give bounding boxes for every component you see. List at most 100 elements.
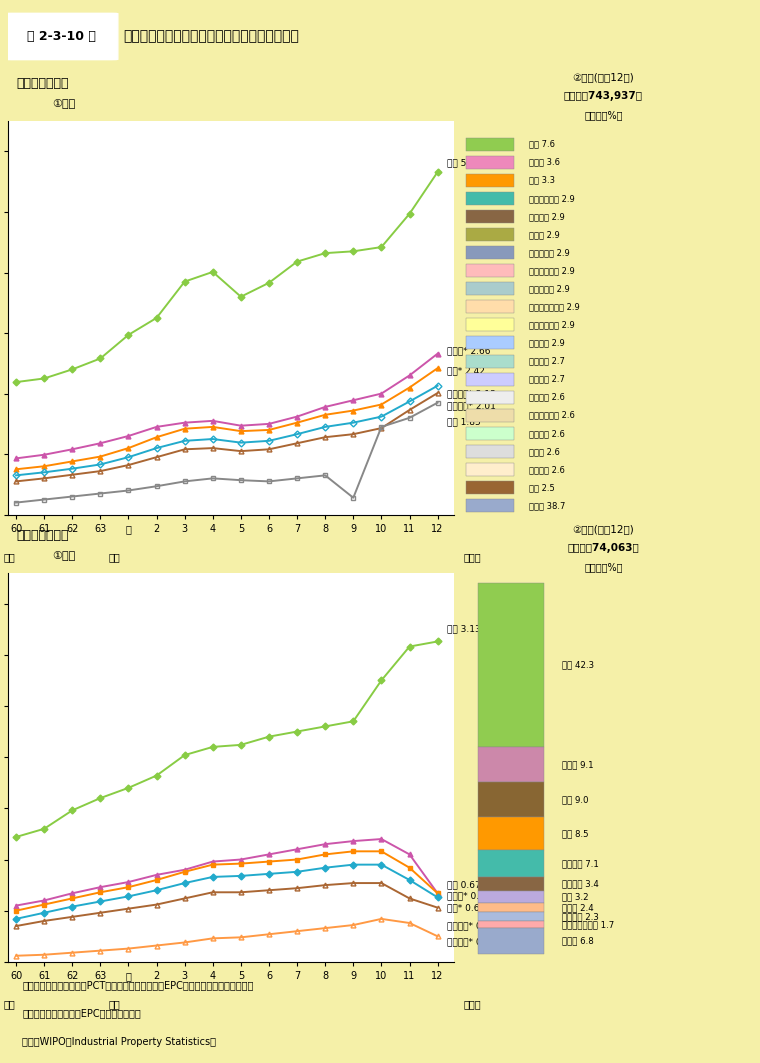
Text: ポルトガル 2.9: ポルトガル 2.9 bbox=[529, 284, 570, 293]
Text: ②内訳(平成12年): ②内訳(平成12年) bbox=[572, 524, 635, 535]
Text: ①推移: ①推移 bbox=[52, 98, 75, 107]
Bar bbox=[467, 500, 514, 512]
Bar bbox=[467, 409, 514, 422]
Text: オーストラリア 1.7: オーストラリア 1.7 bbox=[562, 919, 614, 929]
Text: ２．図中の＊印はEPC加盟国を示す。: ２．図中の＊印はEPC加盟国を示す。 bbox=[23, 1009, 141, 1018]
Text: 英国* 2.42: 英国* 2.42 bbox=[448, 366, 486, 375]
Text: 英国 3.3: 英国 3.3 bbox=[529, 175, 555, 185]
Text: （２）登録件数: （２）登録件数 bbox=[17, 529, 69, 542]
Bar bbox=[467, 137, 514, 151]
Text: ドイツ* 0.67: ドイツ* 0.67 bbox=[448, 891, 491, 900]
Bar bbox=[467, 463, 514, 476]
Bar bbox=[478, 928, 544, 955]
Text: アイルランド 2.6: アイルランド 2.6 bbox=[529, 410, 575, 420]
Bar bbox=[467, 337, 514, 350]
Text: 平成: 平成 bbox=[108, 552, 120, 562]
Bar bbox=[467, 373, 514, 386]
Text: ベルギー 2.6: ベルギー 2.6 bbox=[529, 392, 565, 402]
Text: ドイツ* 2.66: ドイツ* 2.66 bbox=[448, 347, 491, 355]
Bar bbox=[467, 355, 514, 368]
Text: スペイン 2.9: スペイン 2.9 bbox=[529, 212, 565, 221]
Text: （万件）: （万件） bbox=[52, 121, 78, 131]
Text: （単位：%）: （単位：%） bbox=[584, 111, 622, 120]
Text: （万件）: （万件） bbox=[52, 573, 78, 583]
Bar bbox=[467, 265, 514, 277]
Bar bbox=[478, 747, 544, 782]
Text: カナダ 2.4: カナダ 2.4 bbox=[562, 904, 594, 912]
Text: スイス 2.9: スイス 2.9 bbox=[529, 230, 559, 239]
Text: 米国 5.66: 米国 5.66 bbox=[448, 158, 481, 167]
Text: イタリア 3.4: イタリア 3.4 bbox=[562, 879, 599, 889]
Bar bbox=[467, 301, 514, 314]
Text: ルクセンブルク 2.9: ルクセンブルク 2.9 bbox=[529, 302, 580, 311]
Bar bbox=[478, 912, 544, 922]
Text: 登録総数74,063件: 登録総数74,063件 bbox=[568, 543, 639, 553]
Bar bbox=[467, 319, 514, 332]
Text: フランス* 2.13: フランス* 2.13 bbox=[448, 389, 496, 399]
Text: イタリア* 0.25: イタリア* 0.25 bbox=[448, 937, 496, 946]
Text: 資料：WIPO「Industrial Property Statistics」: 資料：WIPO「Industrial Property Statistics」 bbox=[23, 1036, 217, 1047]
Bar bbox=[467, 192, 514, 205]
Bar bbox=[467, 156, 514, 169]
Text: キプロス 2.6: キプロス 2.6 bbox=[529, 465, 565, 474]
Text: 英国* 0.63: 英国* 0.63 bbox=[448, 904, 486, 912]
Text: 韓国 2.5: 韓国 2.5 bbox=[529, 483, 555, 492]
Text: その他 38.7: その他 38.7 bbox=[529, 501, 565, 510]
Text: 昭和: 昭和 bbox=[3, 552, 15, 562]
Text: （年）: （年） bbox=[464, 552, 481, 562]
FancyBboxPatch shape bbox=[5, 14, 118, 60]
Text: 中国 3.2: 中国 3.2 bbox=[562, 892, 588, 901]
Text: 英国 8.5: 英国 8.5 bbox=[562, 829, 588, 838]
Text: 平成: 平成 bbox=[108, 999, 120, 1009]
Text: （単位：%）: （単位：%） bbox=[584, 562, 622, 572]
Text: （年）: （年） bbox=[464, 999, 481, 1009]
Text: その他 6.8: その他 6.8 bbox=[562, 937, 594, 945]
Text: ギリシャ 2.6: ギリシャ 2.6 bbox=[529, 428, 565, 438]
Bar bbox=[478, 850, 544, 877]
Text: フィンランド 2.9: フィンランド 2.9 bbox=[529, 320, 575, 330]
Text: 米国 42.3: 米国 42.3 bbox=[562, 660, 594, 670]
Text: モナコ 2.6: モナコ 2.6 bbox=[529, 446, 560, 456]
Text: 韓国 1.85: 韓国 1.85 bbox=[448, 418, 481, 426]
Bar bbox=[467, 391, 514, 404]
Bar bbox=[467, 229, 514, 241]
Text: フランス* 0.53: フランス* 0.53 bbox=[448, 922, 496, 930]
Text: イタリア* 2.01: イタリア* 2.01 bbox=[448, 402, 496, 410]
Bar bbox=[478, 891, 544, 902]
Text: ドイツ 9.1: ドイツ 9.1 bbox=[562, 760, 594, 769]
Text: 米国 3.13: 米国 3.13 bbox=[448, 625, 481, 634]
Text: フランス 2.9: フランス 2.9 bbox=[529, 338, 565, 348]
Text: ①推移: ①推移 bbox=[52, 550, 75, 559]
Text: スウェーデン 2.9: スウェーデン 2.9 bbox=[529, 193, 575, 203]
Bar bbox=[467, 247, 514, 259]
Text: イタリア 2.7: イタリア 2.7 bbox=[529, 356, 565, 366]
Bar bbox=[478, 817, 544, 850]
Bar bbox=[478, 922, 544, 928]
Text: フランス 7.1: フランス 7.1 bbox=[562, 859, 599, 868]
Text: ②内訳(平成12年): ②内訳(平成12年) bbox=[572, 72, 635, 82]
Bar bbox=[467, 445, 514, 458]
Text: 出願総数743,937件: 出願総数743,937件 bbox=[564, 90, 643, 101]
Bar bbox=[467, 427, 514, 440]
Text: （１）出願件数: （１）出願件数 bbox=[17, 78, 69, 90]
Text: 昭和: 昭和 bbox=[3, 999, 15, 1009]
Text: デンマーク 2.9: デンマーク 2.9 bbox=[529, 248, 570, 257]
Text: 韓国 0.67: 韓国 0.67 bbox=[448, 880, 481, 890]
Text: 韓国 9.0: 韓国 9.0 bbox=[562, 795, 588, 804]
Bar bbox=[467, 174, 514, 187]
Text: 米国 7.6: 米国 7.6 bbox=[529, 139, 555, 149]
Text: オーストリア 2.9: オーストリア 2.9 bbox=[529, 266, 575, 275]
Bar bbox=[478, 782, 544, 817]
Bar bbox=[467, 283, 514, 296]
Text: 日本人の外国への特許出願及び登録件数の推移: 日本人の外国への特許出願及び登録件数の推移 bbox=[123, 30, 299, 44]
Text: オランダ 2.7: オランダ 2.7 bbox=[529, 374, 565, 384]
Bar bbox=[478, 902, 544, 912]
Bar bbox=[478, 583, 544, 747]
Text: ドイツ 3.6: ドイツ 3.6 bbox=[529, 157, 560, 167]
Text: 第 2-3-10 図: 第 2-3-10 図 bbox=[27, 30, 96, 43]
Bar bbox=[467, 210, 514, 223]
Bar bbox=[478, 877, 544, 891]
Text: 注）１．特許協力条約（PCT）及び欧州特許条約（EPC）による指定件数を含む。: 注）１．特許協力条約（PCT）及び欧州特許条約（EPC）による指定件数を含む。 bbox=[23, 980, 254, 991]
Text: オランダ 2.3: オランダ 2.3 bbox=[562, 912, 599, 922]
Bar bbox=[467, 482, 514, 494]
